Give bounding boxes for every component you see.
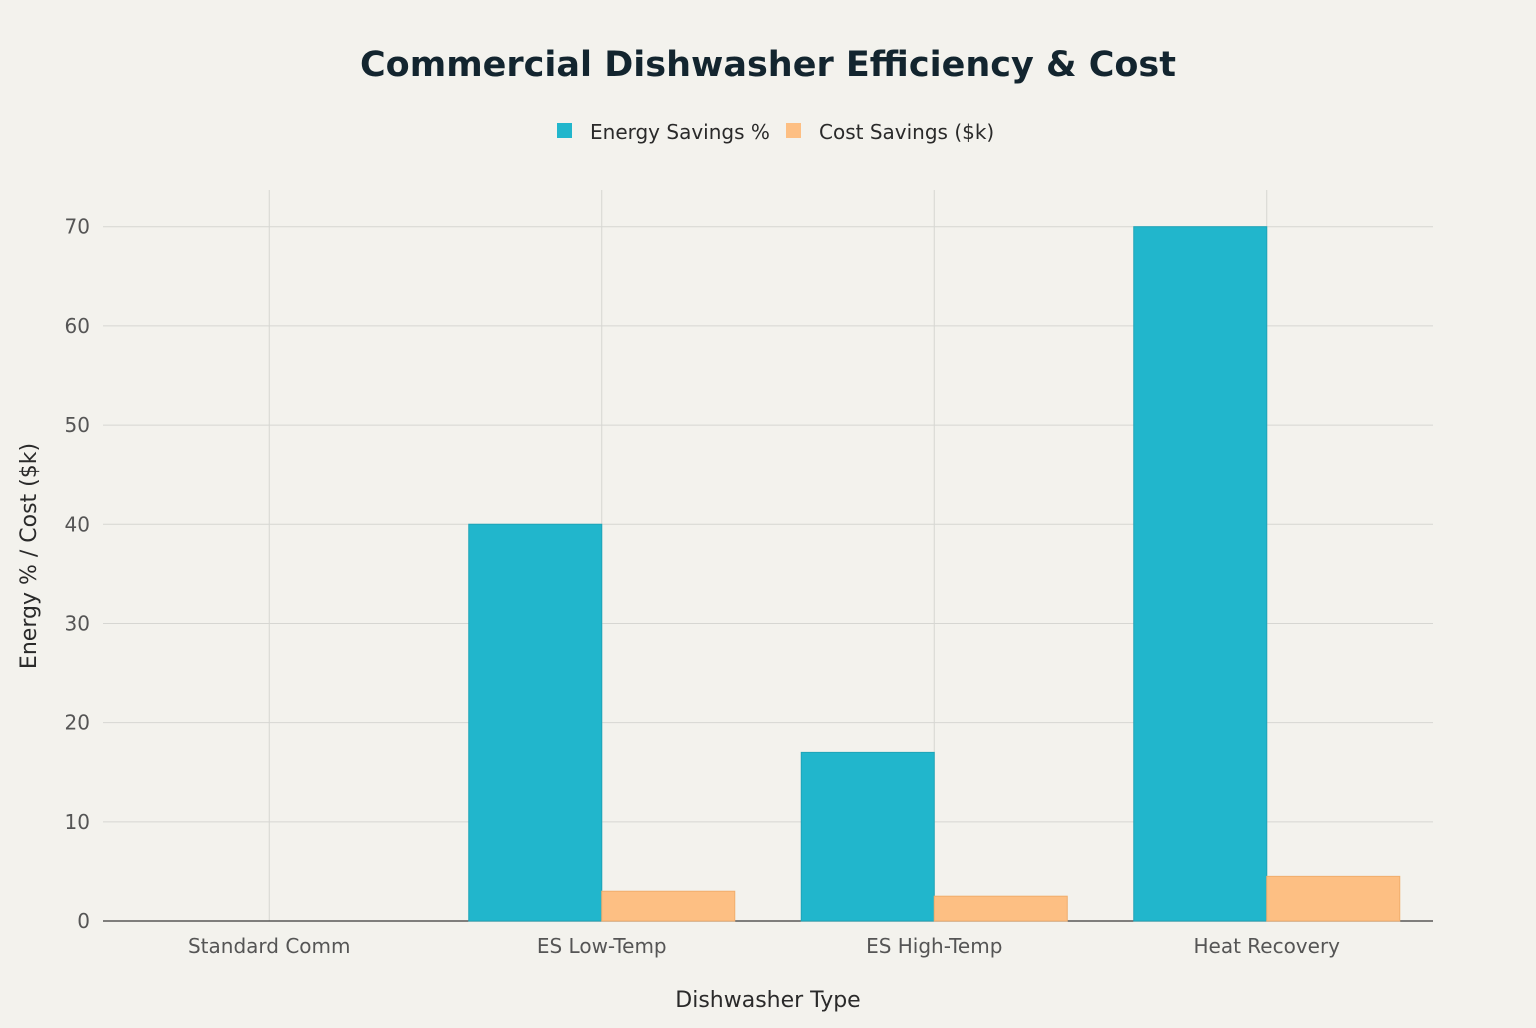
x-axis-title: Dishwasher Type — [675, 988, 860, 1013]
x-tick-label: Standard Comm — [188, 934, 351, 958]
legend-label-cost: Cost Savings ($k) — [819, 120, 994, 144]
y-tick-label: 40 — [65, 512, 90, 536]
bar-cost-savings-k-es-high-temp — [933, 895, 1068, 922]
y-axis-title: Energy % / Cost ($k) — [17, 443, 42, 669]
x-tick-label: Heat Recovery — [1193, 934, 1340, 958]
y-tick-label: 60 — [65, 314, 90, 338]
bar-energy-savings-es-low-temp — [468, 523, 603, 922]
x-tick-label: ES Low-Temp — [537, 934, 667, 958]
legend-label-energy: Energy Savings % — [590, 120, 770, 144]
legend: Energy Savings % Cost Savings ($k) — [557, 120, 994, 144]
x-tick-label: ES High-Temp — [866, 934, 1002, 958]
y-tick-label: 10 — [65, 810, 90, 834]
bar-energy-savings-heat-recovery — [1133, 226, 1268, 922]
bar-energy-savings-es-high-temp — [800, 751, 935, 922]
x-axis-ticks: Standard Comm ES Low-Temp ES High-Temp Heat… — [188, 934, 1340, 958]
y-axis-ticks: 0 10 20 30 40 50 60 70 — [65, 215, 90, 933]
chart-title: Commercial Dishwasher Efficiency & Cost — [360, 45, 1176, 85]
y-tick-label: 0 — [77, 909, 90, 933]
y-tick-label: 70 — [65, 215, 90, 239]
bars — [468, 226, 1401, 922]
y-tick-label: 30 — [65, 611, 90, 635]
legend-swatch-cost — [786, 123, 801, 138]
bar-cost-savings-k-heat-recovery — [1266, 875, 1401, 922]
y-tick-label: 20 — [65, 711, 90, 735]
y-tick-label: 50 — [65, 413, 90, 437]
legend-swatch-energy — [557, 123, 572, 138]
bar-cost-savings-k-es-low-temp — [601, 890, 736, 922]
